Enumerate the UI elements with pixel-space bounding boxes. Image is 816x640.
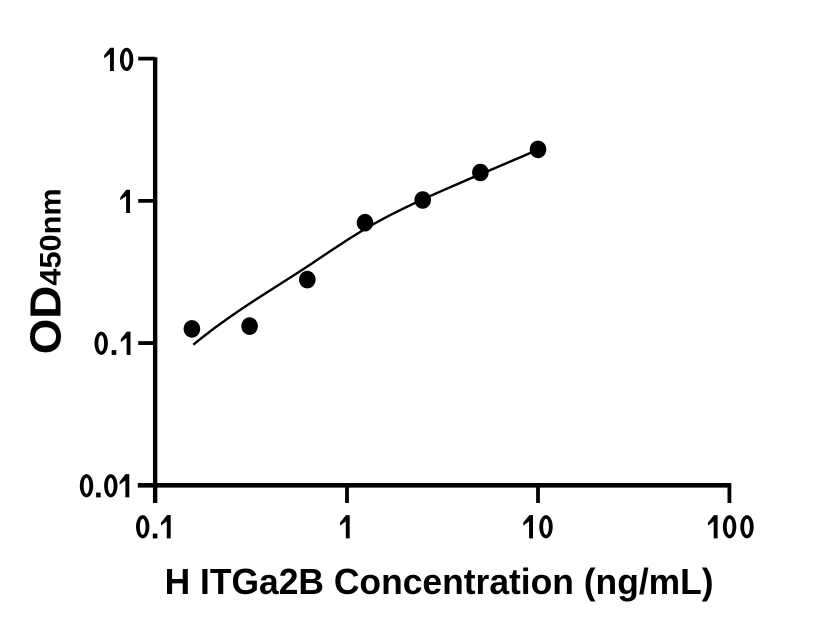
svg-text:H ITGa2B Concentration (ng/mL): H ITGa2B Concentration (ng/mL) [165,561,714,602]
